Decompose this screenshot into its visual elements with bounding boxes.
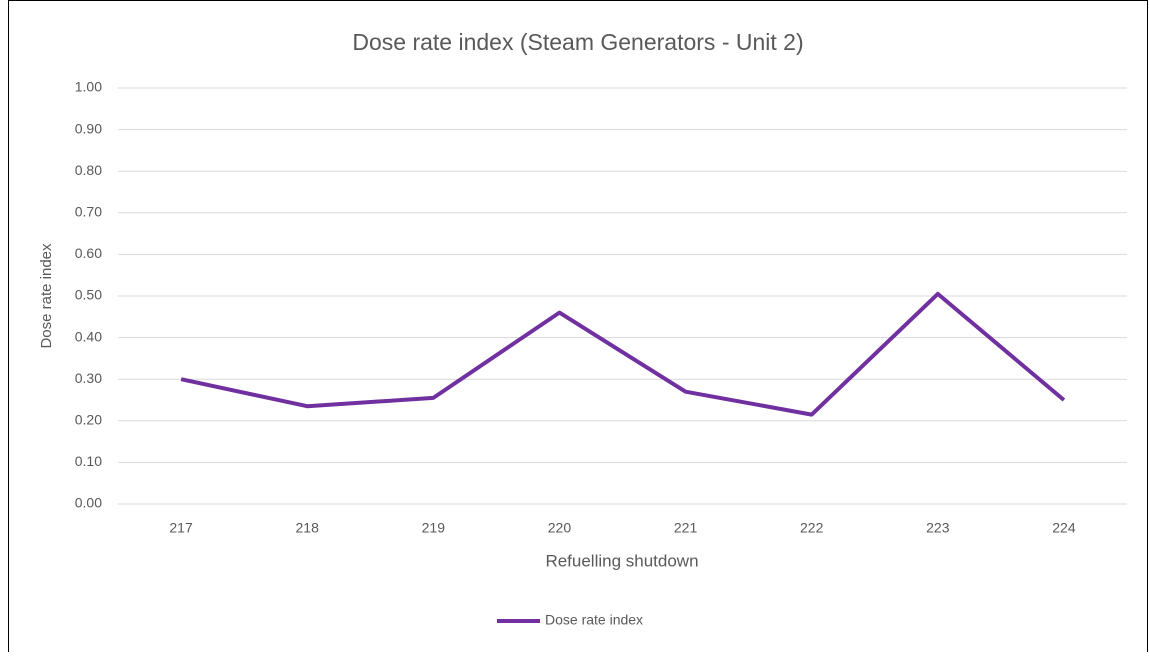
x-tick-label: 224 (1052, 520, 1076, 536)
x-tick-label: 220 (548, 520, 572, 536)
chart-title: Dose rate index (Steam Generators - Unit… (352, 29, 803, 55)
x-axis-label: Refuelling shutdown (545, 551, 698, 570)
y-tick-label: 0.30 (75, 370, 102, 386)
y-tick-label: 0.00 (75, 495, 102, 511)
x-tick-label: 217 (169, 520, 193, 536)
chart-frame (8, 0, 1148, 657)
y-tick-label: 0.70 (75, 204, 102, 220)
y-tick-label: 0.80 (75, 162, 102, 178)
x-tick-label: 221 (674, 520, 698, 536)
y-tick-label: 0.10 (75, 453, 102, 469)
x-tick-label: 219 (422, 520, 446, 536)
x-tick-label: 218 (296, 520, 320, 536)
y-tick-label: 0.20 (75, 412, 102, 428)
y-tick-label: 0.90 (75, 120, 102, 136)
y-tick-label: 0.60 (75, 245, 102, 261)
y-tick-label: 0.40 (75, 328, 102, 344)
x-tick-label: 223 (926, 520, 950, 536)
y-tick-label: 1.00 (75, 79, 102, 95)
data-line (180, 291, 1066, 417)
y-axis-label: Dose rate index (38, 243, 55, 349)
legend-label: Dose rate index (545, 612, 643, 628)
y-tick-label: 0.50 (75, 287, 102, 303)
x-tick-label: 222 (800, 520, 824, 536)
